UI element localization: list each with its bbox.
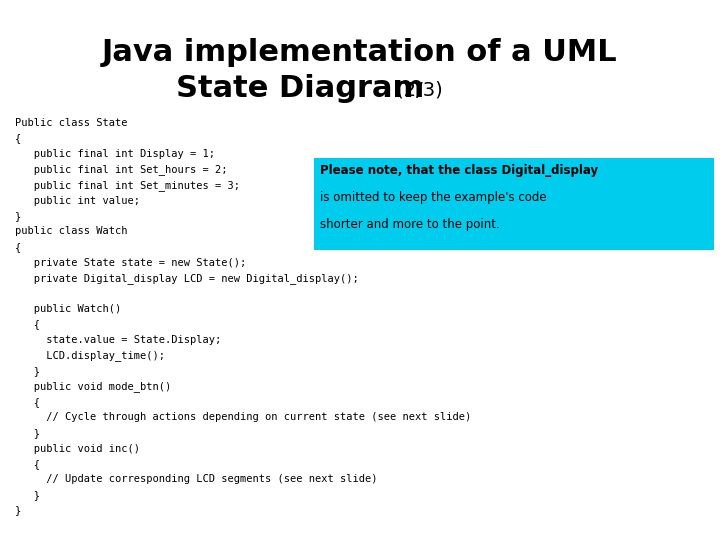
Text: {: { bbox=[15, 320, 40, 329]
Text: private Digital_display LCD = new Digital_display();: private Digital_display LCD = new Digita… bbox=[15, 273, 359, 284]
Text: {: { bbox=[15, 397, 40, 407]
Text: }: } bbox=[15, 366, 40, 376]
Text: {: { bbox=[15, 242, 22, 252]
Text: public void inc(): public void inc() bbox=[15, 443, 140, 454]
Text: // Cycle through actions depending on current state (see next slide): // Cycle through actions depending on cu… bbox=[15, 413, 472, 422]
Text: public final int Set_minutes = 3;: public final int Set_minutes = 3; bbox=[15, 180, 240, 191]
Text: Public class State: Public class State bbox=[15, 118, 127, 128]
Text: public Watch(): public Watch() bbox=[15, 304, 121, 314]
Text: }: } bbox=[15, 505, 22, 516]
Text: private State state = new State();: private State state = new State(); bbox=[15, 258, 246, 267]
FancyBboxPatch shape bbox=[314, 158, 714, 250]
Text: }: } bbox=[15, 211, 22, 221]
Text: {: { bbox=[15, 459, 40, 469]
Text: {: { bbox=[15, 133, 22, 144]
Text: Please note, that the class Digital_display: Please note, that the class Digital_disp… bbox=[320, 164, 598, 177]
Text: State Diagram: State Diagram bbox=[176, 74, 424, 103]
Text: // Update corresponding LCD segments (see next slide): // Update corresponding LCD segments (se… bbox=[15, 475, 377, 484]
Text: (2/3): (2/3) bbox=[390, 80, 443, 99]
Text: }: } bbox=[15, 428, 40, 438]
Text: public int value;: public int value; bbox=[15, 195, 140, 206]
Text: public final int Set_hours = 2;: public final int Set_hours = 2; bbox=[15, 165, 228, 176]
Text: public final int Display = 1;: public final int Display = 1; bbox=[15, 149, 215, 159]
Text: state.value = State.Display;: state.value = State.Display; bbox=[15, 335, 221, 345]
Text: }: } bbox=[15, 490, 40, 500]
Text: public class Watch: public class Watch bbox=[15, 226, 127, 237]
Text: LCD.display_time();: LCD.display_time(); bbox=[15, 350, 165, 361]
Text: is omitted to keep the example's code: is omitted to keep the example's code bbox=[320, 191, 546, 204]
Text: Java implementation of a UML: Java implementation of a UML bbox=[102, 38, 618, 67]
Text: public void mode_btn(): public void mode_btn() bbox=[15, 381, 171, 393]
Text: shorter and more to the point.: shorter and more to the point. bbox=[320, 218, 500, 231]
